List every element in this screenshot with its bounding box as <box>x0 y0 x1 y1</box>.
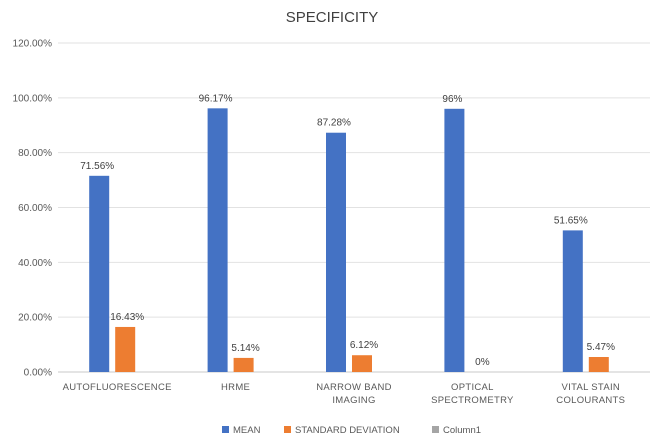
legend-label: MEAN <box>233 425 261 436</box>
legend-swatch <box>222 426 229 433</box>
chart-title: SPECIFICITY <box>286 9 379 26</box>
y-tick-label: 120.00% <box>13 39 53 50</box>
mean-data-label: 87.28% <box>317 118 351 129</box>
std-dev-data-label: 5.14% <box>231 343 259 354</box>
mean-data-label: 96.17% <box>199 93 233 104</box>
std-dev-data-label: 0% <box>475 357 490 368</box>
y-tick-label: 20.00% <box>18 313 52 324</box>
data-labels: 71.56% 16.43% 96.17% 5.14% 87.28% 6.12% 96% 0% 5… <box>80 93 615 368</box>
std-dev-data-label: 16.43% <box>110 312 144 323</box>
std-dev-data-label: 6.12% <box>350 340 378 351</box>
bars <box>89 108 609 373</box>
mean-bar <box>89 175 110 372</box>
mean-bar <box>444 108 465 373</box>
std-dev-data-label: 5.47% <box>587 342 615 353</box>
y-tick-label: 100.00% <box>13 93 53 104</box>
x-category-label: VITAL STAIN <box>562 382 621 393</box>
x-category-label: OPTICAL <box>451 382 494 393</box>
x-category-label: NARROW BAND <box>316 382 392 393</box>
legend-swatch <box>284 426 291 433</box>
std-dev-bar <box>115 326 136 372</box>
std-dev-bar <box>233 357 254 372</box>
mean-data-label: 51.65% <box>554 215 588 226</box>
y-tick-label: 80.00% <box>18 148 52 159</box>
gridlines <box>58 42 650 373</box>
std-dev-bar <box>352 355 372 372</box>
x-category-label: HRME <box>221 382 250 393</box>
legend: MEAN STANDARD DEVIATION Column1 <box>222 425 481 436</box>
legend-label: STANDARD DEVIATION <box>295 425 400 436</box>
legend-swatch <box>432 426 439 433</box>
y-tick-label: 0.00% <box>24 368 52 379</box>
y-tick-label: 40.00% <box>18 258 52 269</box>
x-category-label: COLOURANTS <box>556 395 625 406</box>
mean-bar <box>207 108 228 372</box>
legend-label: Column1 <box>443 425 481 436</box>
mean-data-label: 96% <box>442 94 462 105</box>
y-tick-label: 60.00% <box>18 203 52 214</box>
x-axis-categories: AUTOFLUORESCENCE HRME NARROW BAND IMAGING OP… <box>63 382 625 406</box>
mean-data-label: 71.56% <box>80 161 114 172</box>
x-category-label: SPECTROMETRY <box>431 395 514 406</box>
std-dev-bar <box>588 357 609 372</box>
x-category-label: AUTOFLUORESCENCE <box>63 382 172 393</box>
x-category-label: IMAGING <box>332 395 375 406</box>
y-axis-ticks: 0.00% 20.00% 40.00% 60.00% 80.00% 100.00% 120.… <box>13 39 53 379</box>
mean-bar <box>326 132 346 372</box>
mean-bar <box>562 230 583 372</box>
